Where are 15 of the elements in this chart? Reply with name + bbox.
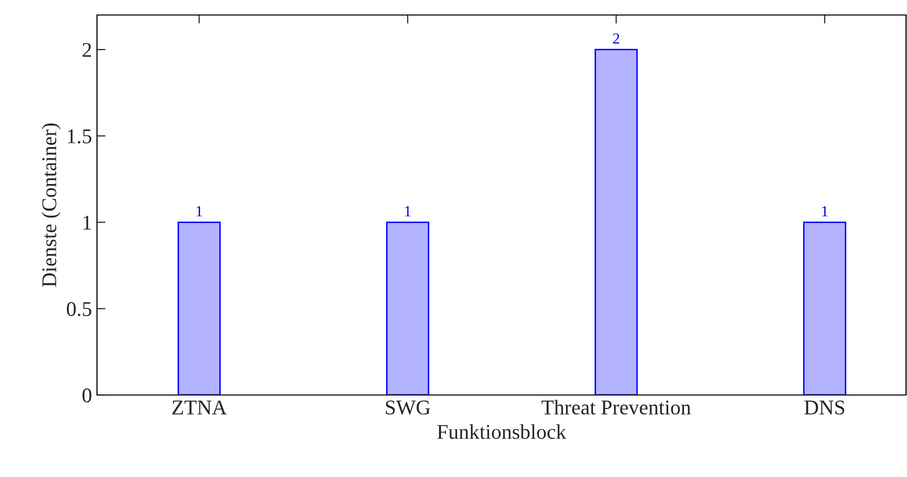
data-label: 1 xyxy=(405,206,411,216)
x-axis-title: Funktionsblock xyxy=(437,424,566,439)
x-tick-label: DNS xyxy=(804,400,844,415)
y-tick-label: 1.5 xyxy=(68,129,92,144)
y-axis-title: Dienste (Container) xyxy=(42,123,61,287)
x-tick-label: ZTNA xyxy=(172,400,227,414)
y-tick-label: 2 xyxy=(82,42,91,57)
data-label: 1 xyxy=(822,206,828,216)
data-label: 2 xyxy=(613,33,620,44)
y-tick-label: 0.5 xyxy=(66,302,92,316)
data-label: 1 xyxy=(196,206,202,216)
x-tick-label: Threat Prevention xyxy=(542,400,691,415)
y-tick-label: 1 xyxy=(84,216,91,230)
x-tick-label: SWG xyxy=(386,400,430,415)
y-tick-label: 0 xyxy=(82,388,92,402)
